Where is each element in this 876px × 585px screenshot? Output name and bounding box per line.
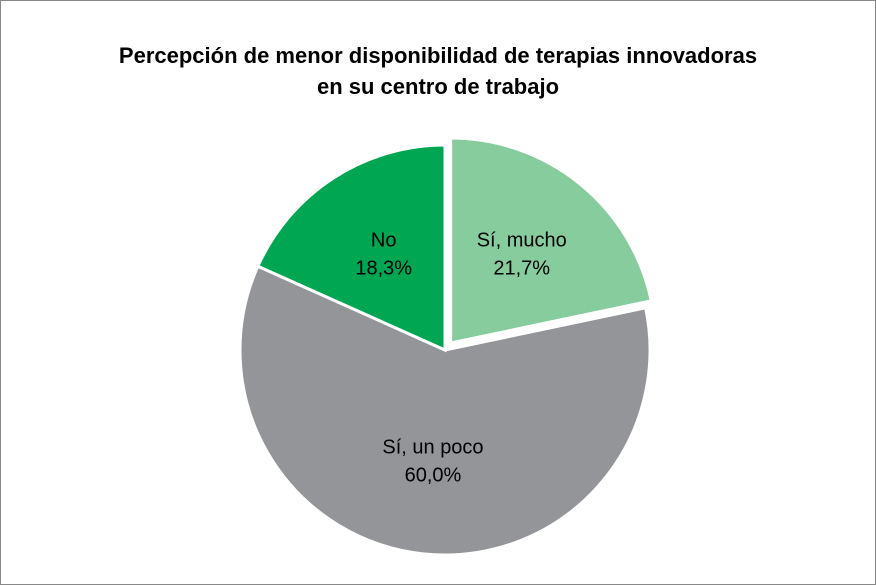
slice-value: 60,0%	[405, 464, 462, 486]
pie-slice	[238, 264, 652, 557]
pie-slice	[255, 143, 447, 353]
chart-title: Percepción de menor disponibilidad de te…	[118, 43, 758, 99]
slice-label: Sí, un poco	[382, 436, 483, 458]
pie-slice	[449, 136, 654, 345]
slice-value: 21,7%	[493, 258, 550, 280]
slice-value: 18,3%	[355, 258, 412, 280]
slice-label: No	[371, 230, 397, 252]
slice-label: Sí, mucho	[477, 230, 567, 252]
